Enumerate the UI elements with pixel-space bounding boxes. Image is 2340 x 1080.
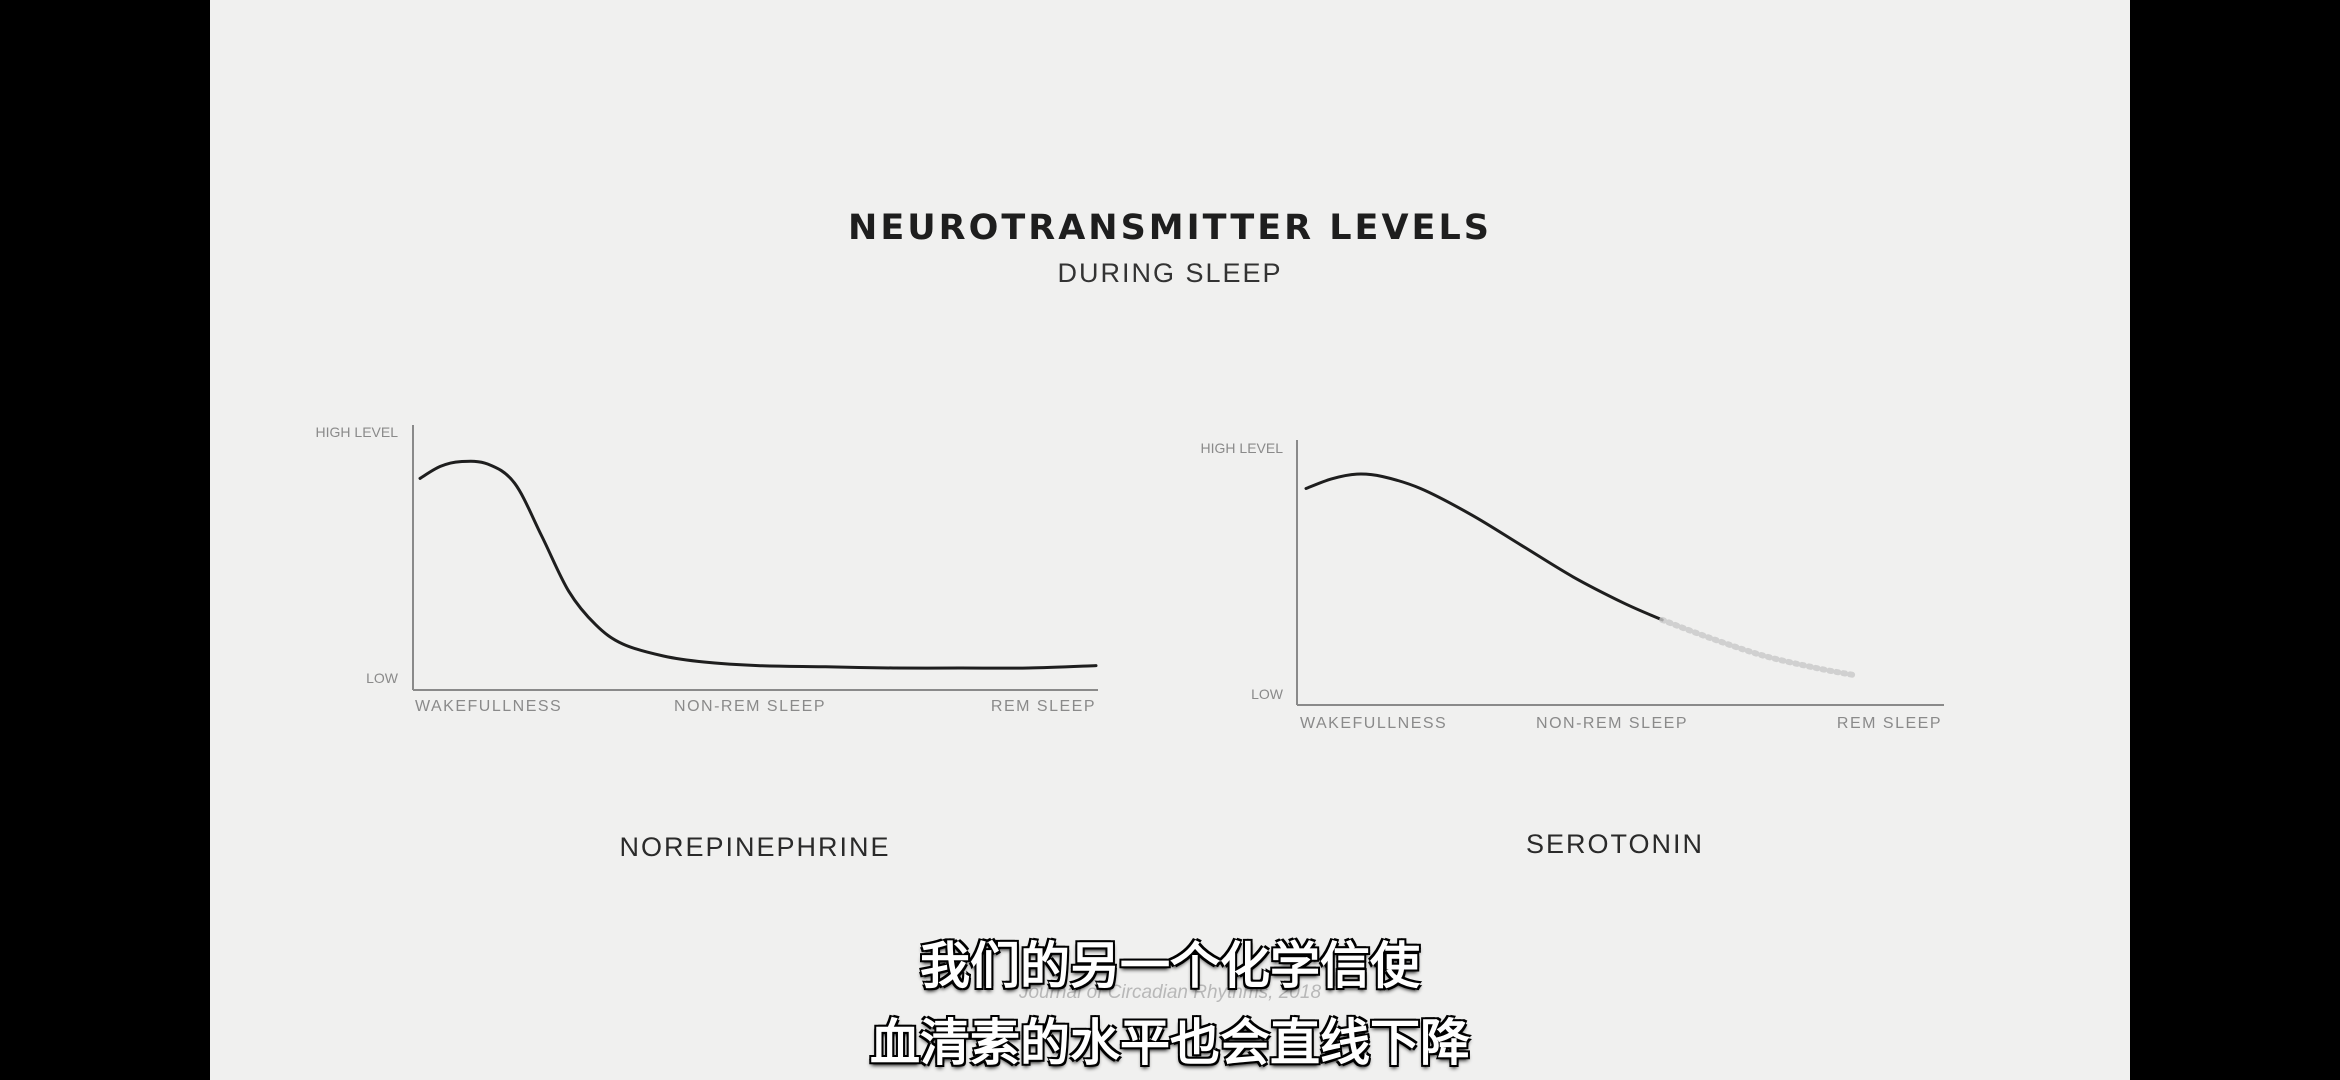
source-citation: Journal of Circadian Rhythms, 2018 [1018, 982, 1322, 1003]
serotonin-chart: HIGH LEVEL LOW WAKEFULLNESS NON-REM SLEE… [1201, 440, 1944, 732]
norepinephrine-x-tick-non-rem: NON-REM SLEEP [674, 698, 826, 715]
norepinephrine-y-high-label: HIGH LEVEL [316, 424, 399, 440]
norepinephrine-x-tick-rem: REM SLEEP [991, 698, 1096, 715]
norepinephrine-y-low-label: LOW [366, 670, 399, 686]
serotonin-series-line [1304, 472, 1664, 622]
norepinephrine-series-line [418, 459, 1098, 670]
serotonin-x-tick-non-rem: NON-REM SLEEP [1536, 715, 1688, 732]
letterbox-left [0, 0, 210, 1080]
norepinephrine-chart-label: NOREPINEPHRINE [619, 832, 891, 862]
chart-title: NEUROTRANSMITTER LEVELS [848, 208, 1492, 248]
serotonin-y-high-label: HIGH LEVEL [1201, 440, 1284, 456]
norepinephrine-chart: HIGH LEVEL LOW WAKEFULLNESS NON-REM SLEE… [316, 424, 1098, 715]
video-caption-line-1: 我们的另一个化学信使 [920, 937, 1420, 995]
norepinephrine-x-tick-wakefullness: WAKEFULLNESS [415, 698, 562, 715]
chart-subtitle: DURING SLEEP [1057, 258, 1283, 288]
serotonin-y-low-label: LOW [1251, 686, 1284, 702]
letterbox-right [2130, 0, 2340, 1080]
serotonin-x-tick-rem: REM SLEEP [1837, 715, 1942, 732]
serotonin-chart-label: SEROTONIN [1525, 829, 1705, 859]
video-caption-line-2: 血清素的水平也会直线下降 [870, 1014, 1470, 1072]
serotonin-series-line-fading [1659, 616, 1856, 678]
slide-background [210, 0, 2130, 1080]
serotonin-x-tick-wakefullness: WAKEFULLNESS [1300, 715, 1447, 732]
